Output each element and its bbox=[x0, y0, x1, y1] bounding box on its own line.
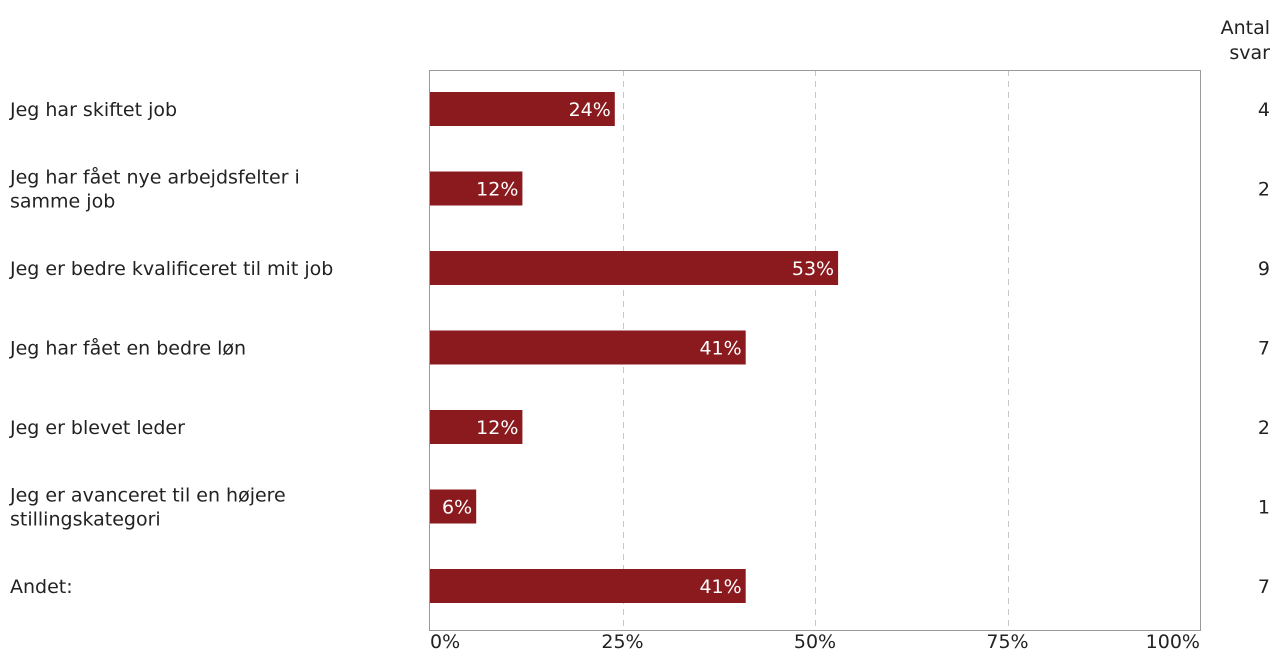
count-labels: 4 2 9 7 2 1 7 bbox=[1258, 99, 1270, 598]
bar bbox=[430, 569, 746, 603]
count-header-label: Antal bbox=[1221, 17, 1270, 39]
category-label-line: Jeg har skiftet job bbox=[9, 99, 177, 121]
bar-value-label: 6% bbox=[442, 497, 472, 519]
category-label-line: Andet: bbox=[10, 576, 73, 598]
category-label-line: stillingskategori bbox=[10, 509, 161, 531]
x-tick-label: 100% bbox=[1146, 631, 1200, 653]
x-tick-label: 0% bbox=[430, 631, 460, 653]
category-label: Andet: bbox=[10, 576, 73, 598]
bar bbox=[430, 92, 615, 126]
count-label: 2 bbox=[1258, 179, 1270, 201]
count-column-header: Antal svar bbox=[1221, 17, 1271, 64]
x-tick-label: 50% bbox=[794, 631, 836, 653]
count-header-label: svar bbox=[1229, 42, 1270, 64]
bars: 24% 12% 53% 41% 12% 6% 41% bbox=[430, 92, 839, 603]
x-tick-label: 25% bbox=[601, 631, 643, 653]
bar bbox=[430, 171, 523, 206]
category-label-line: Jeg er bedre kvalificeret til mit job bbox=[9, 258, 333, 280]
category-labels: Jeg har skiftet job Jeg har fået nye arbe… bbox=[9, 99, 333, 598]
bar-value-label: 12% bbox=[476, 179, 518, 201]
bar-value-label: 24% bbox=[569, 99, 611, 121]
bar-value-label: 41% bbox=[699, 576, 741, 598]
bar bbox=[430, 410, 523, 444]
plot-area-frame bbox=[429, 70, 1201, 631]
count-label: 4 bbox=[1258, 99, 1270, 121]
bar bbox=[430, 489, 477, 524]
bar-value-label: 12% bbox=[476, 417, 518, 439]
bar bbox=[430, 251, 839, 285]
category-label: Jeg er blevet leder bbox=[9, 417, 185, 439]
count-label: 7 bbox=[1258, 576, 1270, 598]
bar-value-label: 41% bbox=[699, 338, 741, 360]
bar bbox=[430, 330, 746, 365]
count-label: 9 bbox=[1258, 258, 1270, 280]
category-label-line: Jeg er avanceret til en højere bbox=[9, 485, 286, 507]
category-label-line: Jeg har fået nye arbejdsfelter i bbox=[9, 166, 300, 189]
category-label-line: Jeg har fået en bedre løn bbox=[9, 337, 246, 360]
category-label: Jeg er avanceret til en højere stillingsk… bbox=[9, 485, 286, 531]
category-label-line: samme job bbox=[10, 191, 115, 213]
count-label: 2 bbox=[1258, 417, 1270, 439]
bar-value-label: 53% bbox=[792, 258, 834, 280]
category-label: Jeg har fået nye arbejdsfelter i samme jo… bbox=[9, 166, 300, 213]
category-label-line: Jeg er blevet leder bbox=[9, 417, 185, 439]
x-axis-tick-labels: 0% 25% 50% 75% 100% bbox=[430, 631, 1200, 653]
category-label: Jeg har skiftet job bbox=[9, 99, 177, 121]
category-label: Jeg er bedre kvalificeret til mit job bbox=[9, 258, 333, 280]
category-label: Jeg har fået en bedre løn bbox=[9, 337, 246, 360]
count-label: 1 bbox=[1258, 497, 1270, 519]
x-tick-label: 75% bbox=[986, 631, 1028, 653]
count-label: 7 bbox=[1258, 338, 1270, 360]
